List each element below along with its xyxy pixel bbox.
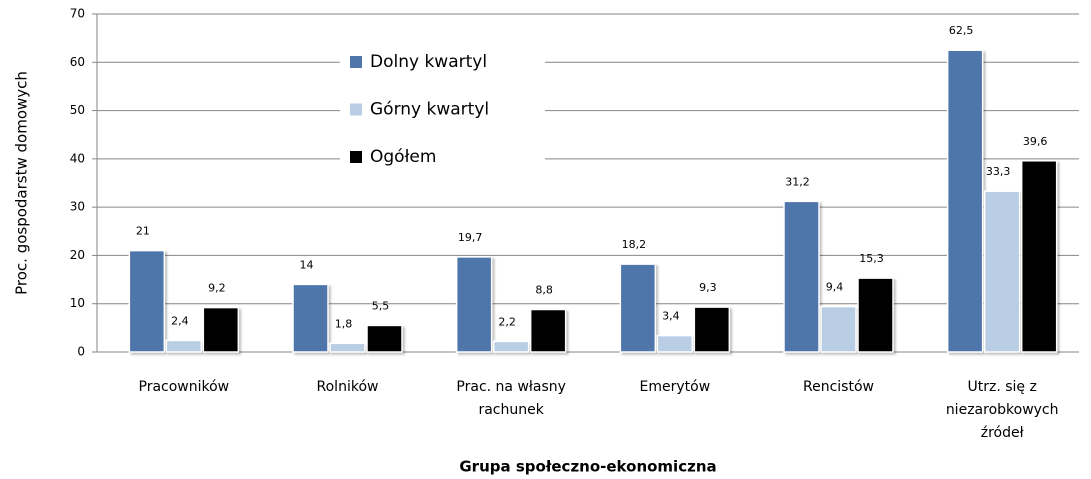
- bar: [366, 324, 403, 353]
- bar: [529, 308, 567, 353]
- bar: [128, 249, 166, 353]
- y-tick-label: 0: [77, 345, 85, 359]
- legend-swatch: [350, 103, 362, 116]
- x-tick-label: Utrz. się z niezarobkowych źródeł: [946, 379, 1059, 441]
- bar: [1020, 160, 1058, 353]
- value-label: 3,4: [662, 310, 680, 323]
- value-label: 5,5: [372, 299, 390, 312]
- bar: [165, 339, 203, 353]
- bar: [492, 340, 530, 353]
- legend-label: Dolny kwartyl: [370, 52, 487, 72]
- value-label: 18,2: [622, 238, 647, 251]
- bar: [946, 49, 984, 353]
- legend-swatch: [350, 56, 362, 68]
- value-label: 2,2: [498, 315, 516, 328]
- y-tick-label: 40: [70, 151, 85, 165]
- y-tick-label: 70: [70, 7, 85, 21]
- bar: [292, 283, 329, 353]
- value-label: 39,6: [1023, 135, 1048, 148]
- value-label: 2,4: [171, 314, 189, 327]
- bar: [857, 277, 894, 353]
- x-tick-label: Rencistów: [803, 379, 874, 395]
- bar: [820, 305, 857, 353]
- value-label: 9,2: [208, 282, 226, 295]
- value-label: 33,3: [986, 165, 1011, 178]
- bar: [329, 342, 366, 353]
- value-label: 14: [300, 258, 314, 271]
- bar: [202, 306, 240, 353]
- legend-label: Górny kwartyl: [370, 100, 489, 120]
- bar: [693, 306, 731, 353]
- bar: [983, 190, 1021, 353]
- value-label: 8,8: [535, 284, 553, 297]
- legend-label: Ogółem: [370, 147, 436, 167]
- value-label: 19,7: [458, 231, 483, 244]
- y-axis-title: Proc. gospodarstw domowych: [13, 71, 31, 295]
- value-label: 21: [136, 225, 150, 238]
- value-label: 9,4: [826, 281, 844, 294]
- legend-swatch: [350, 151, 362, 163]
- value-label: 15,3: [859, 252, 884, 265]
- y-tick-label: 60: [70, 55, 85, 69]
- x-tick-label: Pracowników: [139, 379, 230, 395]
- x-tick-label: Rolników: [317, 379, 379, 395]
- value-label: 62,5: [949, 24, 974, 37]
- value-label: 9,3: [699, 281, 717, 294]
- bar: [455, 256, 493, 353]
- value-label: 31,2: [785, 175, 810, 188]
- x-tick-label: Emerytów: [640, 379, 711, 395]
- bar: [619, 263, 657, 353]
- x-axis-title: Grupa społeczno-ekonomiczna: [459, 458, 716, 476]
- bar: [783, 200, 820, 353]
- y-tick-label: 30: [70, 200, 85, 214]
- y-tick-label: 50: [70, 103, 85, 117]
- x-tick-label: Prac. na własny rachunek: [456, 379, 566, 418]
- y-tick-label: 20: [70, 248, 85, 262]
- y-tick-label: 10: [70, 296, 85, 310]
- bar: [656, 334, 694, 353]
- legend-background: [340, 38, 545, 178]
- value-label: 1,8: [335, 317, 353, 330]
